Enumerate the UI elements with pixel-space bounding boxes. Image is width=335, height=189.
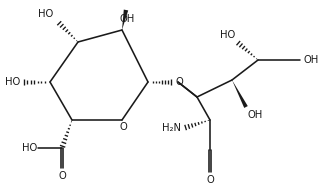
Text: O: O [206, 175, 214, 185]
Text: HO: HO [5, 77, 20, 87]
Text: O: O [119, 122, 127, 132]
Text: HO: HO [38, 9, 53, 19]
Text: OH: OH [248, 110, 263, 120]
Text: O: O [176, 77, 184, 87]
Text: OH: OH [119, 14, 135, 24]
Polygon shape [232, 80, 248, 108]
Text: HO: HO [220, 30, 235, 40]
Text: H₂N: H₂N [162, 123, 181, 133]
Text: HO: HO [22, 143, 37, 153]
Text: OH: OH [304, 55, 319, 65]
Text: O: O [58, 171, 66, 181]
Polygon shape [122, 10, 128, 30]
